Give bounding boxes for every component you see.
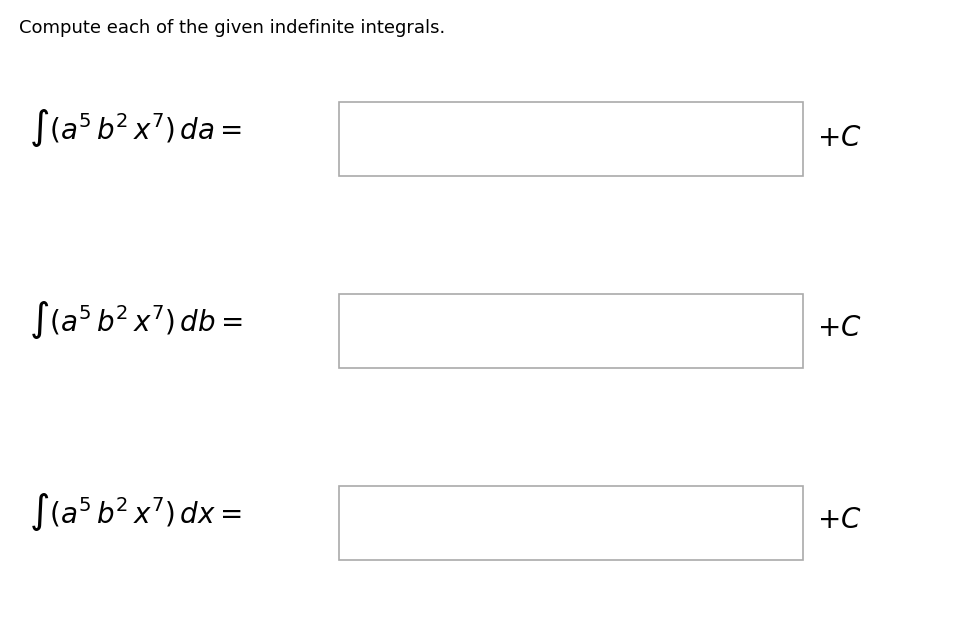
Text: $\int(a^5\, b^2\, x^7)\,db =$: $\int(a^5\, b^2\, x^7)\,db =$ xyxy=(29,299,243,341)
FancyBboxPatch shape xyxy=(339,102,803,176)
Text: Compute each of the given indefinite integrals.: Compute each of the given indefinite int… xyxy=(19,19,445,37)
Text: $+C$: $+C$ xyxy=(817,506,862,534)
Text: $+C$: $+C$ xyxy=(817,124,862,152)
Text: $+C$: $+C$ xyxy=(817,314,862,342)
FancyBboxPatch shape xyxy=(339,294,803,368)
Text: $\int(a^5\, b^2\, x^7)\,dx =$: $\int(a^5\, b^2\, x^7)\,dx =$ xyxy=(29,491,241,533)
Text: $\int(a^5\, b^2\, x^7)\,da =$: $\int(a^5\, b^2\, x^7)\,da =$ xyxy=(29,107,242,149)
FancyBboxPatch shape xyxy=(339,486,803,560)
